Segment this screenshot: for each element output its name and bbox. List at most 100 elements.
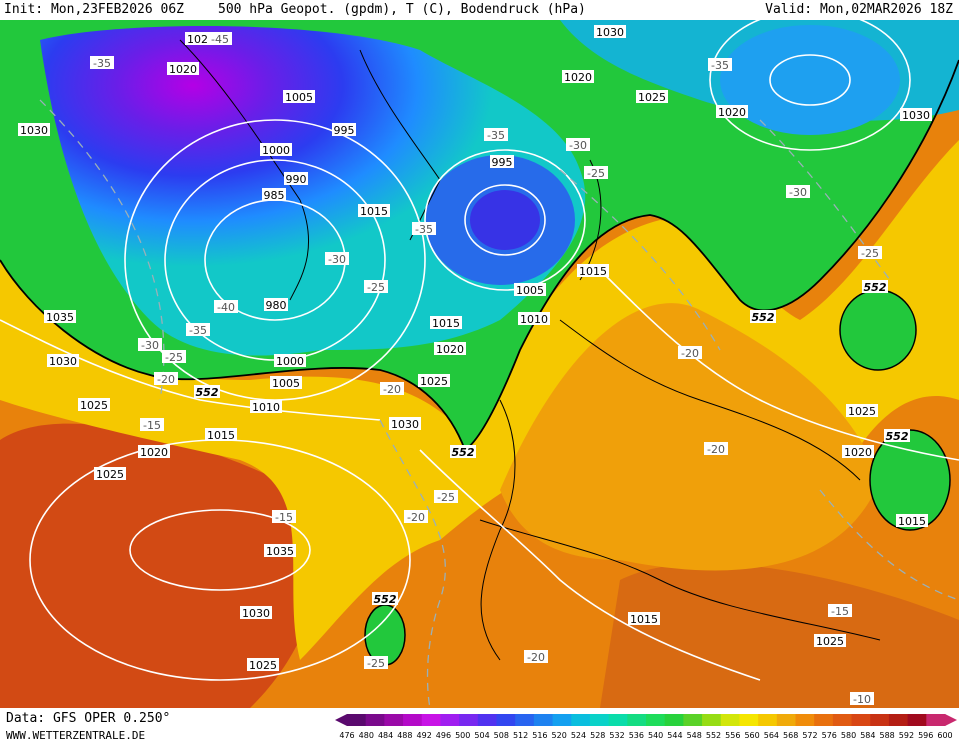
svg-text:1020: 1020 [844, 446, 872, 459]
label: -20 [524, 650, 548, 664]
chart-header: Init: Mon,23FEB2026 06Z 500 hPa Geopot. … [0, 0, 959, 20]
legend-tick-label: 544 [667, 731, 682, 740]
label: 1015 [628, 612, 660, 626]
legend-tick-label: 572 [802, 731, 817, 740]
svg-text:1020: 1020 [718, 106, 746, 119]
cyan-low-ne [720, 25, 900, 135]
label: -30 [138, 338, 162, 352]
svg-text:1010: 1010 [252, 401, 280, 414]
svg-text:-25: -25 [367, 281, 385, 294]
label: 1010 [518, 312, 550, 326]
label: 1015 [358, 204, 390, 218]
temperature-labels: -45 -35 -40 -35 -30 -25 -20 -15 -25 -30 … [90, 32, 882, 706]
label: -25 [858, 246, 882, 260]
svg-text:-30: -30 [789, 186, 807, 199]
label: -35 [90, 56, 114, 70]
svg-text:1030: 1030 [391, 418, 419, 431]
isotherms [39, 99, 959, 708]
legend-tick-label: 516 [532, 731, 547, 740]
svg-text:1025: 1025 [96, 468, 124, 481]
svg-text:1020: 1020 [436, 343, 464, 356]
svg-text:-20: -20 [157, 373, 175, 386]
legend-swatch [533, 714, 554, 726]
legend-tick-label: 536 [629, 731, 644, 740]
cold-low-area [40, 26, 586, 356]
svg-text:1025: 1025 [816, 635, 844, 648]
svg-text:1025: 1025 [848, 405, 876, 418]
website-url: WWW.WETTERZENTRALE.DE [6, 729, 146, 742]
legend-swatch [440, 714, 460, 726]
green-cell-east [839, 289, 917, 371]
svg-text:-25: -25 [587, 167, 605, 180]
label: 1030 [47, 354, 79, 368]
label: -35 [484, 128, 508, 142]
label: 1000 [274, 354, 306, 368]
label: 1015 [896, 514, 928, 528]
valid-time: Valid: Mon,02MAR2026 18Z [765, 2, 953, 17]
legend-swatch [776, 714, 796, 726]
legend-tick-label: 480 [359, 731, 374, 740]
svg-text:552: 552 [864, 281, 887, 294]
svg-text:1025: 1025 [638, 91, 666, 104]
label: -15 [140, 418, 164, 432]
legend-tick-label: 508 [494, 731, 509, 740]
svg-text:-35: -35 [189, 324, 207, 337]
legend-swatch [646, 714, 666, 726]
label: 1025 [94, 467, 126, 481]
legend-swatch [403, 714, 423, 726]
svg-text:552: 552 [452, 446, 475, 459]
label: -30 [325, 252, 349, 266]
label: 985 [262, 188, 286, 202]
legend-swatch [795, 714, 815, 726]
svg-text:-40: -40 [217, 301, 235, 314]
legend-swatch [702, 714, 722, 726]
svg-text:1025: 1025 [80, 399, 108, 412]
svg-text:1000: 1000 [262, 144, 290, 157]
svg-text:1010: 1010 [520, 313, 548, 326]
svg-text:980: 980 [266, 299, 287, 312]
data-source: Data: GFS OPER 0.250° [6, 711, 171, 726]
legend-tick-label: 592 [899, 731, 914, 740]
map-title: 500 hPa Geopot. (gpdm), T (C), Bodendruc… [218, 2, 586, 17]
svg-text:-20: -20 [527, 651, 545, 664]
legend-swatch [870, 714, 890, 726]
svg-text:-15: -15 [275, 511, 293, 524]
legend-tick-label: 552 [706, 731, 721, 740]
legend-tick-label: 496 [436, 731, 451, 740]
label: 1030 [900, 108, 932, 122]
orange-core [500, 303, 880, 571]
svg-text:990: 990 [286, 173, 307, 186]
svg-text:552: 552 [374, 593, 397, 606]
legend-swatch [496, 714, 516, 726]
svg-text:552: 552 [886, 430, 909, 443]
svg-text:1030: 1030 [49, 355, 77, 368]
svg-text:1015: 1015 [360, 205, 388, 218]
label: -45 [208, 32, 232, 46]
legend-swatch [552, 714, 572, 726]
legend-swatch [664, 714, 684, 726]
svg-text:-10: -10 [853, 693, 871, 706]
legend-arrow-high [945, 714, 957, 726]
label: 1025 [247, 658, 279, 672]
legend-swatch [589, 714, 610, 726]
label: 1035 [264, 544, 296, 558]
legend-tick-label: 556 [725, 731, 740, 740]
legend-tick-label: 540 [648, 731, 663, 740]
label: 1025 [846, 404, 878, 418]
label: 1020 [562, 70, 594, 84]
label: -15 [272, 510, 296, 524]
legend-tick-label: 596 [918, 731, 933, 740]
legend-tick-label: 580 [841, 731, 856, 740]
svg-text:-30: -30 [141, 339, 159, 352]
label: 1020 [842, 445, 874, 459]
legend-swatch [907, 714, 927, 726]
legend-tick-label: 492 [417, 731, 432, 740]
label: -35 [708, 58, 732, 72]
contour-552 [0, 59, 959, 452]
legend-swatch [814, 714, 834, 726]
legend-tick-label: 600 [937, 731, 952, 740]
label: 1005 [283, 90, 315, 104]
legend-swatch [384, 714, 404, 726]
svg-text:-15: -15 [143, 419, 161, 432]
legend-tick-label: 588 [879, 731, 894, 740]
